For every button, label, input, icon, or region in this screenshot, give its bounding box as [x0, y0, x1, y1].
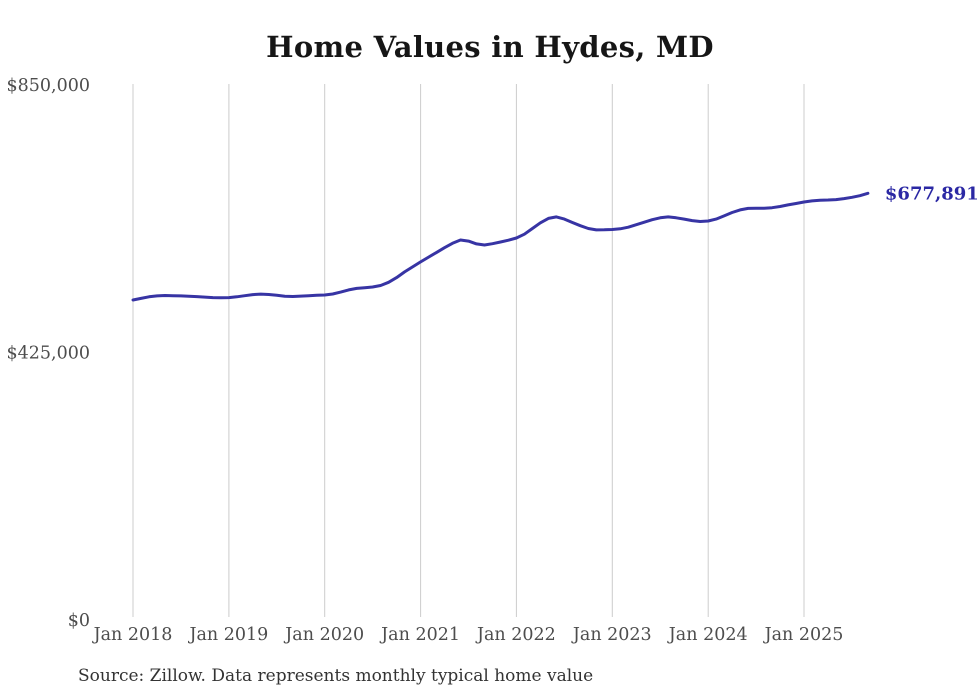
x-axis-tick-label: Jan 2020 — [283, 625, 364, 645]
x-axis-tick-label: Jan 2023 — [571, 625, 652, 645]
x-axis-tick-label: Jan 2019 — [187, 625, 268, 645]
x-axis-tick-label: Jan 2025 — [763, 625, 844, 645]
chart-title: Home Values in Hydes, MD — [266, 30, 714, 64]
latest-value-label: $677,891 — [885, 183, 979, 204]
home-value-series-line — [131, 191, 870, 302]
x-axis-tick-label: Jan 2018 — [92, 625, 173, 645]
y-axis-tick-label: $0 — [68, 611, 90, 631]
x-axis-tick-label: Jan 2024 — [667, 625, 748, 645]
y-axis-tick-label: $425,000 — [6, 344, 90, 364]
x-axis-tick-label: Jan 2021 — [379, 625, 460, 645]
x-axis-tick-label: Jan 2022 — [475, 625, 556, 645]
source-note: Source: Zillow. Data represents monthly … — [78, 666, 594, 686]
y-axis-tick-label: $850,000 — [6, 76, 90, 96]
